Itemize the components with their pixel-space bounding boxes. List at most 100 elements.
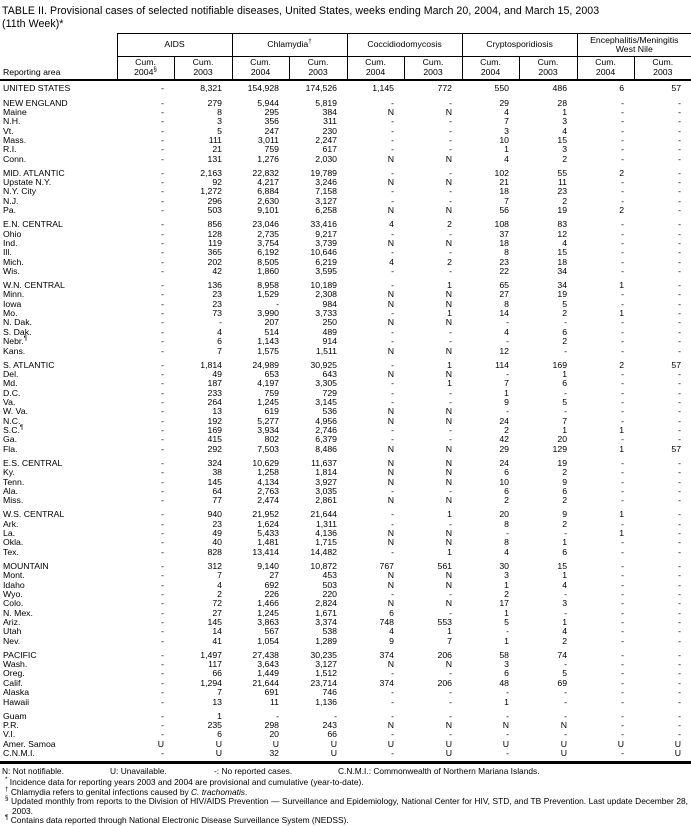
table-cell: - <box>391 546 394 557</box>
table-cell: - <box>678 476 682 487</box>
table-cell: - <box>161 425 164 436</box>
table-cell: 1,814 <box>200 359 222 370</box>
table-cell: 1,575 <box>257 345 279 356</box>
table-row-c-n-m-i: C.N.M.I. - U 32 U - U - U - U <box>0 748 691 763</box>
table-row-n-c: N.C. - 192 5,277 4,956 N N 24 7 - - <box>0 415 691 426</box>
table-cell: - <box>621 134 625 145</box>
table-cell: - <box>161 457 164 468</box>
table-cell: 24 <box>499 415 510 426</box>
table-cell: - <box>161 495 164 506</box>
table-cell: 3,127 <box>315 195 337 206</box>
footnote-marker: ¶ <box>23 335 28 343</box>
table-cell: N <box>387 205 394 216</box>
table-cell: - <box>621 434 625 445</box>
table-cell: 24 <box>499 457 510 468</box>
table-cell: N <box>445 345 453 356</box>
table-cell: U <box>560 738 568 749</box>
table-cell: - <box>161 537 164 548</box>
table-cell: - <box>449 228 453 239</box>
table-cell: 4 <box>217 326 222 337</box>
table-cell: 3 <box>562 116 568 127</box>
row-label: Alaska <box>3 687 30 698</box>
table-cell: U <box>387 738 394 749</box>
table-cell: - <box>391 247 394 258</box>
table-cell: - <box>564 696 568 707</box>
table-cell: 66 <box>327 729 337 740</box>
row-label: Maine <box>3 106 27 117</box>
table-cell: 1,145 <box>372 83 394 94</box>
table-title-line2: (11th Week)* <box>2 17 64 30</box>
table-cell: 8,958 <box>257 280 279 291</box>
table-cell: - <box>678 345 682 356</box>
table-cell: - <box>621 485 625 496</box>
table-cell: - <box>161 649 164 660</box>
table-header: Reporting area AIDS Chlamydia† Coccidiodomy… <box>0 33 691 82</box>
table-cell: - <box>449 186 453 197</box>
table-cell: 1,497 <box>200 649 222 660</box>
table-cell: - <box>391 588 394 599</box>
table-cell: 10 <box>499 134 510 145</box>
row-label: Wis. <box>3 265 20 276</box>
table-cell: - <box>678 397 682 408</box>
row-label: N.J. <box>3 195 19 206</box>
row-label: Nev. <box>3 635 21 646</box>
table-cell: 643 <box>322 368 338 379</box>
table-cell: 7 <box>504 195 510 206</box>
table-cell: 174,526 <box>305 83 337 94</box>
table-cell: 3 <box>562 598 568 609</box>
table-cell: 58 <box>499 649 510 660</box>
table-row-n-dak: N. Dak. - - 207 250 N N - - - - <box>0 317 691 328</box>
table-cell: - <box>678 434 682 445</box>
table-cell: - <box>161 134 164 145</box>
row-label: Colo. <box>3 598 24 609</box>
table-row-va: Va. - 264 1,245 3,145 - - 9 5 - - <box>0 397 691 408</box>
table-cell: 384 <box>322 106 338 117</box>
row-label: Ga. <box>3 434 18 445</box>
row-label: Ohio <box>3 228 22 239</box>
table-cell: 538 <box>322 626 338 637</box>
table-row-ark: Ark. - 23 1,624 1,311 - - 8 2 - - <box>0 518 691 529</box>
table-cell: 1,715 <box>315 537 337 548</box>
table-cell: 6 <box>619 83 625 94</box>
table-row-wis: Wis. - 42 1,860 3,595 - - 22 34 - - <box>0 265 691 276</box>
table-cell: - <box>678 406 682 417</box>
table-cell: 30 <box>499 560 510 571</box>
table-cell: 117 <box>208 659 222 670</box>
table-cell: 1,624 <box>257 518 279 529</box>
table-cell: - <box>621 518 625 529</box>
table-title-line1: TABLE II. Provisional cases of selected … <box>2 5 600 17</box>
table-cell: 514 <box>264 326 280 337</box>
table-cell: - <box>678 116 682 127</box>
table-row-amer-samoa: Amer. Samoa U U U U U U U U U U <box>0 738 691 749</box>
table-row-ill: Ill. - 365 6,192 10,646 - - 8 15 - - <box>0 247 691 258</box>
table-cell: 19 <box>557 289 568 300</box>
table-cell: - <box>161 144 164 155</box>
table-cell: 2 <box>447 256 453 267</box>
table-cell: - <box>391 387 394 398</box>
table-cell: - <box>678 228 682 239</box>
table-cell: - <box>678 668 682 679</box>
row-label: Amer. Samoa <box>3 738 56 749</box>
table-cell: N <box>445 457 453 468</box>
row-label: Pa. <box>3 205 17 216</box>
table-cell: 207 <box>264 317 280 328</box>
table-cell: - <box>564 317 568 328</box>
table-cell: 42 <box>499 434 510 445</box>
footnote: † Chlamydia refers to genital infections… <box>5 786 248 797</box>
table-cell: 729 <box>322 387 338 398</box>
table-cell: - <box>161 345 164 356</box>
table-cell: - <box>678 570 682 581</box>
table-cell: N <box>445 415 453 426</box>
table-row-new-england: NEW ENGLAND - 279 5,944 5,819 - - 29 28 - - <box>0 94 691 108</box>
table-row-ala: Ala. - 64 2,763 3,035 - - 6 6 - - <box>0 485 691 496</box>
table-row-n-j: N.J. - 296 2,630 3,127 - - 7 2 - - <box>0 195 691 206</box>
table-cell: 243 <box>322 720 338 730</box>
cumulative-column-header: Cum. 2003 <box>288 56 347 82</box>
table-cell: U <box>560 748 568 759</box>
table-row-mont: Mont. - 7 27 453 N N 3 1 - - <box>0 570 691 581</box>
table-cell: 23 <box>212 518 222 529</box>
table-cell: - <box>621 546 625 557</box>
table-row-n-y-city: N.Y. City - 1,272 6,884 7,158 - - 18 23 - - <box>0 186 691 197</box>
table-cell: - <box>161 607 164 618</box>
